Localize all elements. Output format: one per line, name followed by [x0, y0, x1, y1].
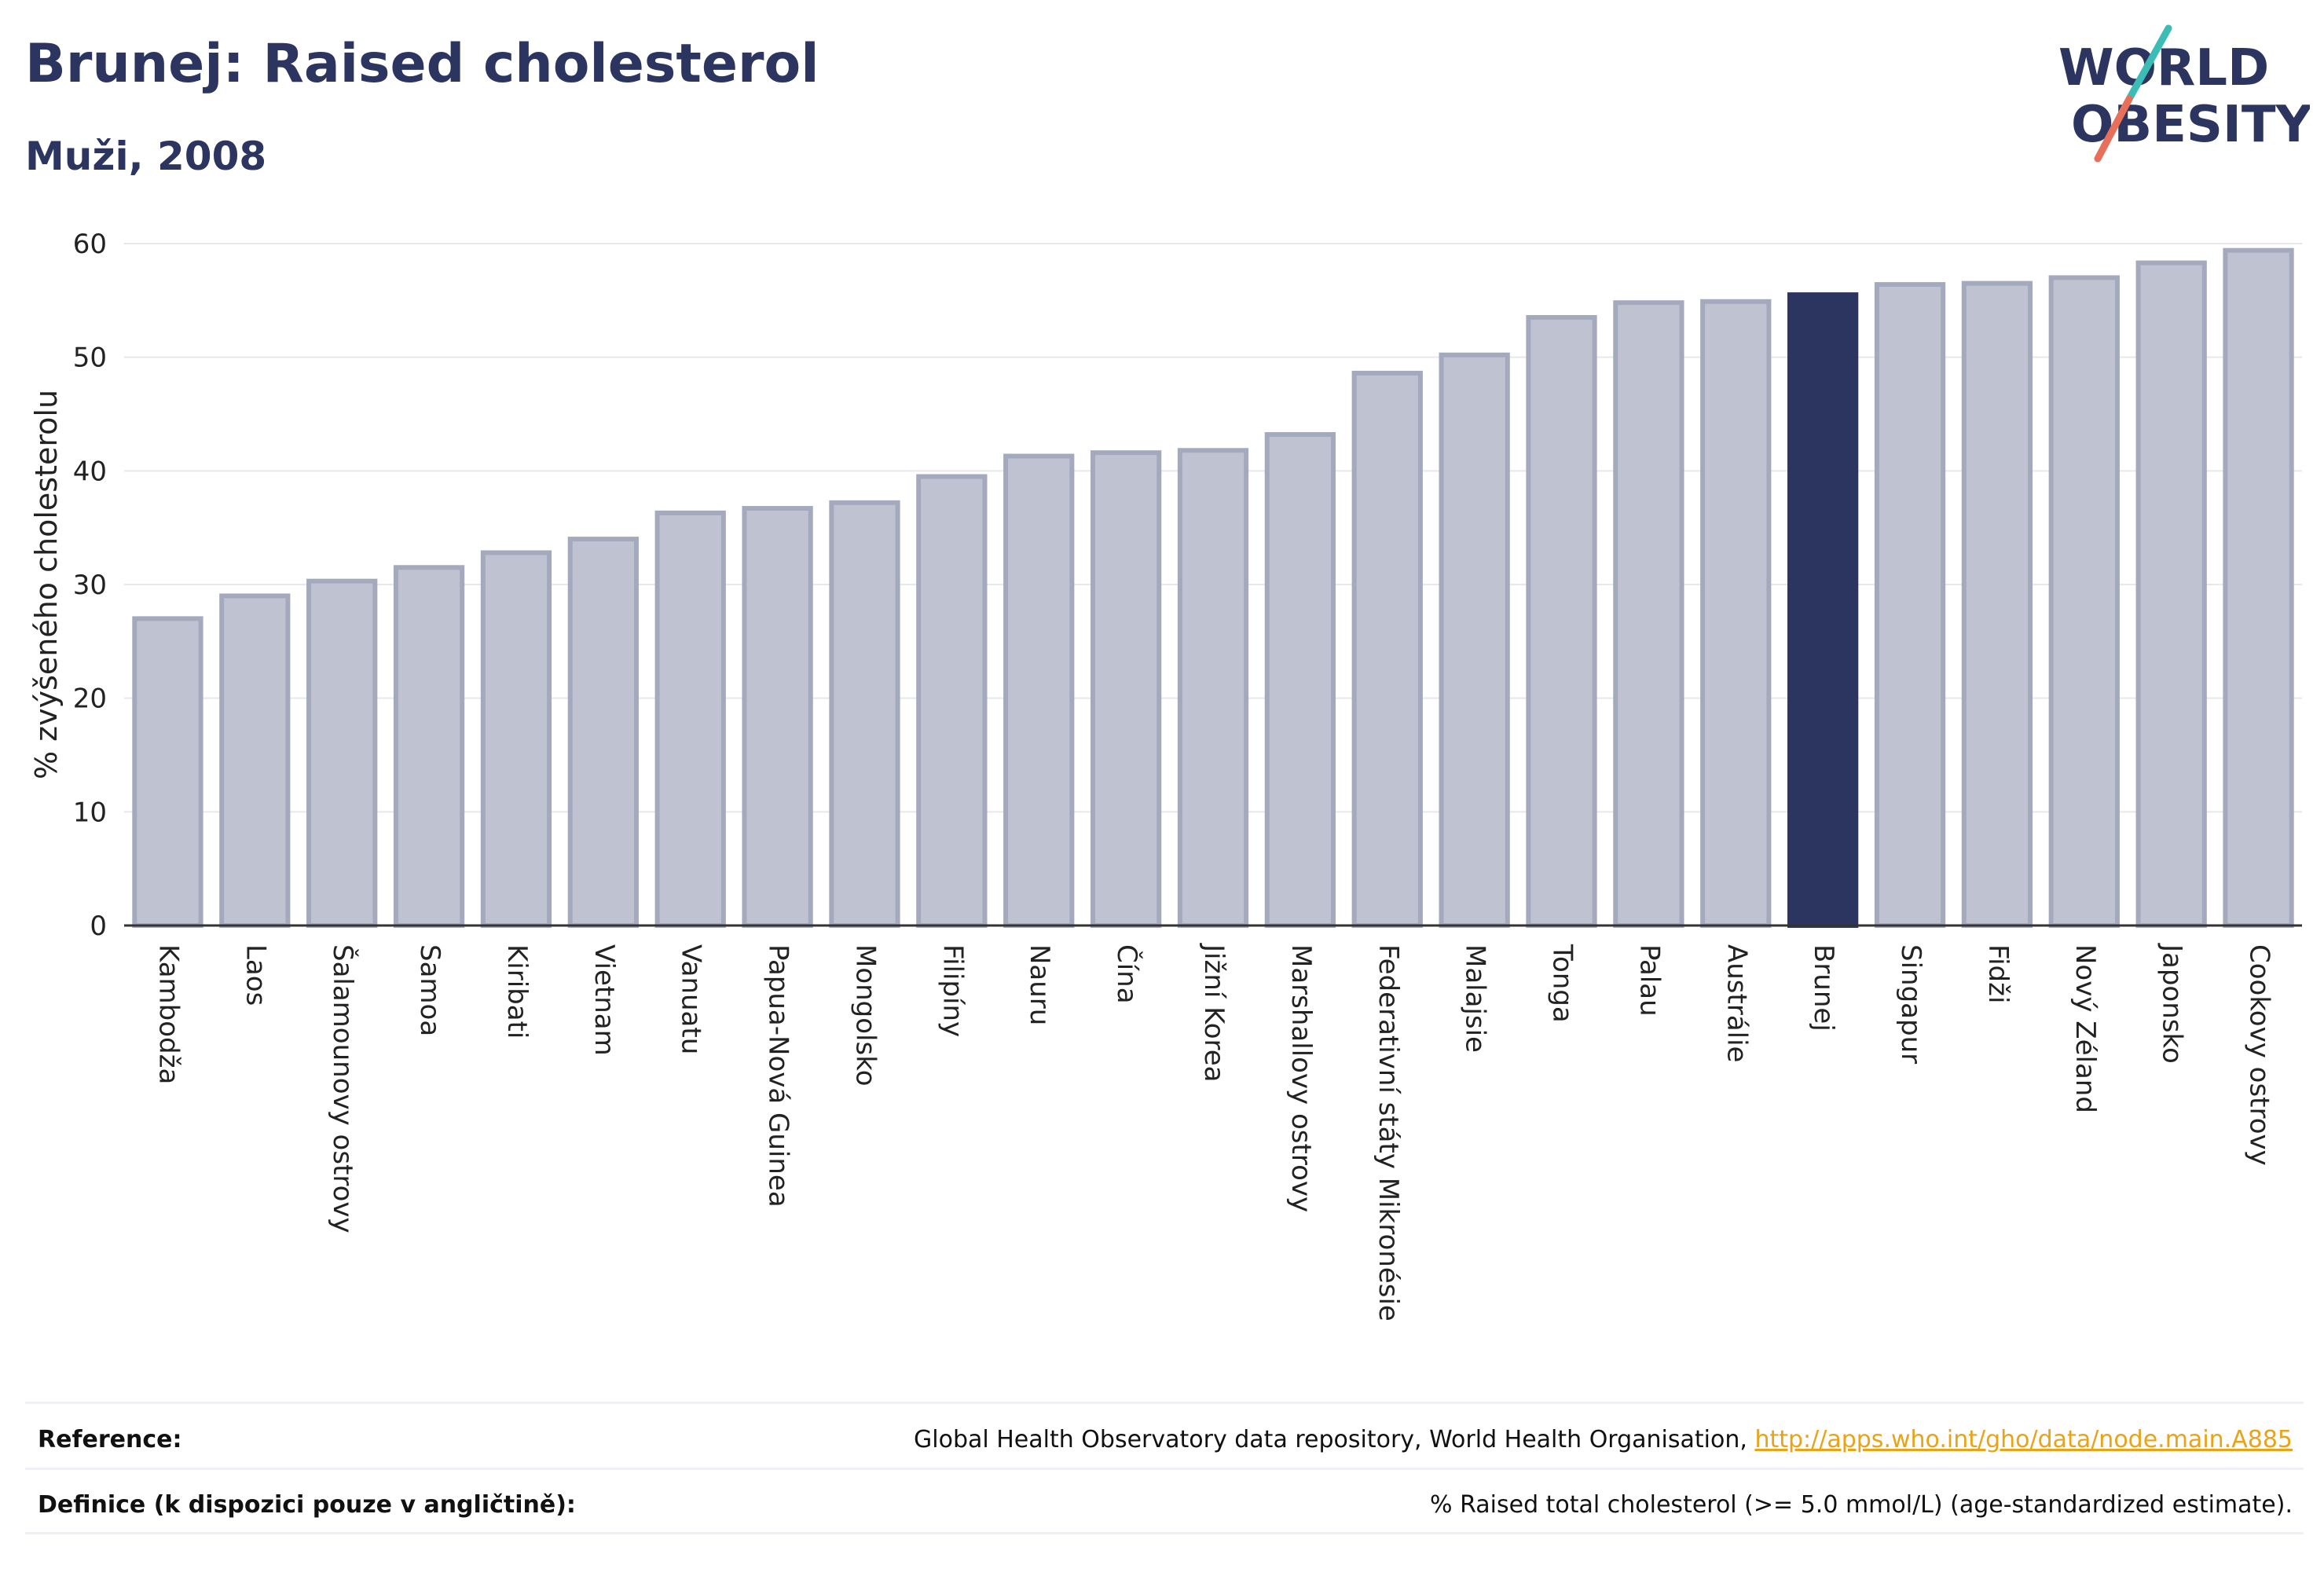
bar: [654, 510, 726, 928]
reference-value: Global Health Observatory data repositor…: [914, 1426, 2293, 1453]
chart-title: Brunej: Raised cholesterol: [25, 33, 819, 95]
y-tick-label: 10: [73, 797, 107, 828]
world-obesity-logo: WORLD OBESITY: [2058, 24, 2310, 163]
logo-line1: WORLD: [2058, 39, 2269, 97]
bar: [1264, 432, 1336, 928]
x-axis-labels: Kambodža Laos Šalamounovy ostrovy Samoa Kiri…: [152, 943, 2275, 1321]
bar: [1613, 300, 1684, 928]
bar: [1700, 299, 1772, 928]
x-tick-label: Marshallovy ostrovy: [1285, 944, 1317, 1212]
x-tick-label: Papua-Nová Guinea: [763, 944, 794, 1208]
bar: [567, 537, 639, 929]
y-tick-label: 0: [90, 911, 107, 942]
bar: [2048, 275, 2120, 928]
bar: [916, 474, 988, 928]
x-tick-label: Nový Zéland: [2069, 944, 2101, 1113]
x-tick-label: Čína: [1111, 944, 1143, 1004]
x-tick-label: Jižní Korea: [1198, 943, 1230, 1083]
footer-divider-top: [25, 1402, 2304, 1404]
x-tick-label: Kiribati: [501, 944, 533, 1039]
bar: [1351, 370, 1423, 929]
y-tick-label: 30: [73, 570, 107, 601]
x-tick-label: Filipíny: [937, 944, 968, 1037]
definition-value: % Raised total cholesterol (>= 5.0 mmol/…: [1430, 1491, 2293, 1519]
x-tick-label: Federativní státy Mikronésie: [1373, 944, 1404, 1321]
x-tick-label: Fidži: [1982, 944, 2014, 1003]
y-axis-label: % zvýšeného cholesterolu: [29, 390, 64, 779]
x-tick-label: Brunej: [1808, 944, 1839, 1032]
bar: [1439, 352, 1510, 929]
x-tick-label: Vanuatu: [676, 944, 707, 1054]
y-tick-label: 40: [73, 456, 107, 487]
bar: [393, 565, 465, 928]
footer-divider-bottom: [25, 1532, 2304, 1534]
x-tick-label: Singapur: [1895, 944, 1926, 1064]
bar: [2135, 260, 2207, 928]
x-tick-label: Nauru: [1024, 944, 1055, 1025]
x-tick-label: Japonsko: [2157, 943, 2188, 1064]
footer-divider-middle: [25, 1468, 2304, 1470]
x-tick-label: Kambodža: [152, 944, 184, 1084]
bar: [2223, 247, 2294, 928]
x-tick-label: Malajsie: [1460, 944, 1491, 1053]
x-tick-label: Samoa: [414, 944, 445, 1036]
logo-slash-teal: [2125, 24, 2172, 103]
bar: [829, 500, 900, 928]
x-tick-label: Austrálie: [1721, 944, 1752, 1062]
x-tick-label: Mongolsko: [849, 944, 881, 1087]
bar: [1003, 453, 1075, 928]
logo-slash-coral: [2094, 95, 2133, 163]
bar: [1526, 315, 1597, 928]
logo-line2: OBESITY: [2071, 96, 2310, 154]
reference-link[interactable]: http://apps.who.int/gho/data/node.main.A…: [1754, 1426, 2293, 1453]
definition-label: Definice (k dispozici pouze v angličtině…: [38, 1491, 576, 1519]
bar: [1874, 282, 1946, 928]
x-tick-label: Šalamounovy ostrovy: [327, 944, 359, 1233]
bars: [132, 247, 2294, 929]
bar: [1961, 280, 2033, 928]
y-tick-label: 60: [73, 229, 107, 260]
bar: [1177, 448, 1249, 928]
x-tick-label: Palau: [1633, 944, 1665, 1017]
chart-subtitle: Muži, 2008: [25, 134, 267, 179]
x-tick-label: Laos: [240, 944, 271, 1006]
bar: [132, 616, 203, 929]
x-tick-label: Vietnam: [588, 944, 620, 1056]
reference-label: Reference:: [38, 1426, 182, 1453]
x-tick-label: Tonga: [1547, 944, 1578, 1023]
bar-chart: 0 10 20 30 40 50 60 Kambodža Laos Šalamounovy os…: [29, 229, 2302, 1321]
reference-text: Global Health Observatory data repositor…: [914, 1426, 1755, 1453]
bar: [480, 550, 552, 928]
y-axis-ticks: 0 10 20 30 40 50 60: [73, 229, 107, 942]
x-tick-label: Cookovy ostrovy: [2244, 944, 2275, 1166]
y-tick-label: 20: [73, 684, 107, 715]
bar: [219, 593, 291, 928]
bar: [742, 506, 813, 928]
bar: [306, 578, 378, 928]
bar-highlighted: [1787, 292, 1859, 929]
bar: [1090, 450, 1162, 928]
y-tick-label: 50: [73, 343, 107, 374]
